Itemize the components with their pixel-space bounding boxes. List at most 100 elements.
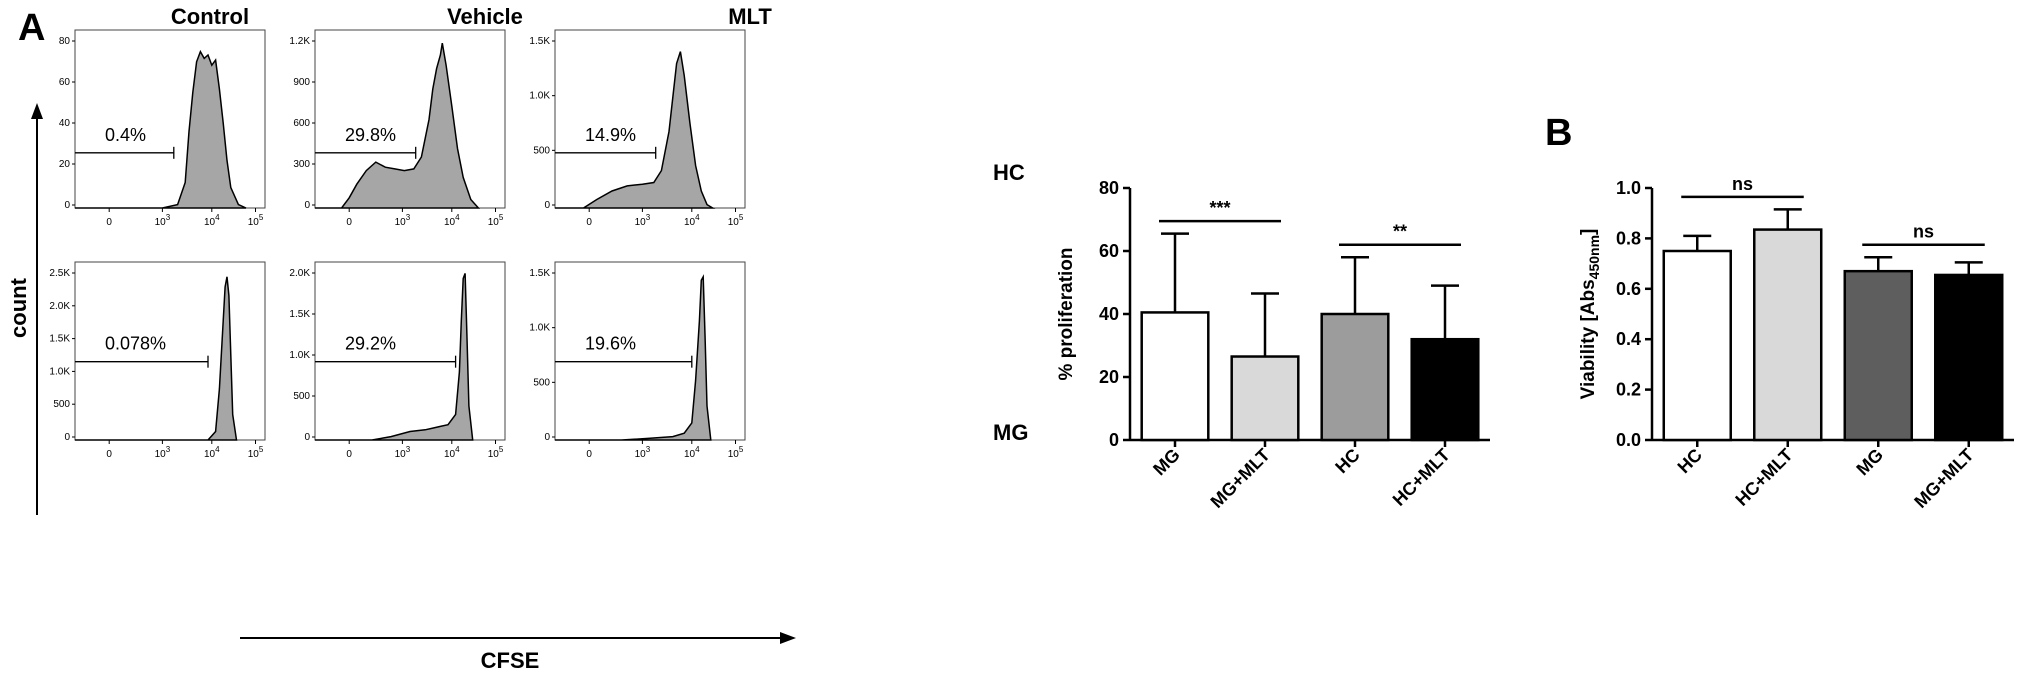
y-tick-label: 1.5K (529, 268, 550, 279)
y-tick-label: 600 (293, 118, 310, 129)
gate-percent: 29.8% (345, 125, 396, 145)
y-tick-label: 40 (1099, 304, 1119, 324)
y-tick-label: 0.6 (1616, 279, 1641, 299)
x-tick-base: 10 (204, 217, 216, 228)
y-tick-label: 1.0K (529, 91, 550, 102)
x-tick-base: 10 (728, 449, 740, 460)
row-label-mg: MG (993, 420, 1028, 445)
bar-hc-mlt (1753, 228, 1823, 442)
y-tick-label: 1.2K (289, 36, 310, 47)
x-tick-base: 0 (586, 217, 592, 228)
histogram-curve (555, 274, 712, 441)
x-tick-label: 103 (635, 213, 651, 228)
x-tick-base: 10 (248, 217, 260, 228)
histogram-frame (314, 261, 506, 441)
bar-hc (1320, 312, 1390, 442)
y-tick-label: 0.0 (1616, 430, 1641, 450)
histogram-curve (555, 51, 716, 209)
x-tick-base: 0 (346, 449, 352, 460)
bar-hc (1662, 249, 1732, 442)
x-tick-label: 105 (488, 213, 504, 228)
x-tick-exponent: 4 (215, 213, 220, 222)
x-tick-label: HC+MLT (1389, 445, 1454, 510)
gate-percent: 14.9% (585, 125, 636, 145)
y-tick-label: 0.8 (1616, 228, 1641, 248)
x-tick-base: 0 (586, 449, 592, 460)
x-tick-label: HC+MLT (1731, 445, 1796, 510)
x-tick-label: 0 (106, 217, 112, 228)
x-tick-exponent: 4 (695, 213, 700, 222)
x-tick-exponent: 5 (739, 445, 744, 454)
panel-a-letter: A (18, 7, 45, 49)
x-tick-label: 104 (204, 213, 220, 228)
x-tick-base: 0 (106, 449, 112, 460)
y-tick-label: 1.5K (529, 36, 550, 47)
x-tick-exponent: 4 (215, 445, 220, 454)
x-tick-exponent: 5 (259, 445, 264, 454)
x-tick-exponent: 3 (406, 213, 411, 222)
x-tick-label: 103 (155, 213, 171, 228)
histogram-curve (315, 42, 481, 209)
x-tick-label: MG+MLT (1910, 445, 1977, 512)
y-tick-label: 1.0K (289, 350, 310, 361)
y-tick-label: 40 (59, 118, 71, 129)
x-tick-base: 10 (728, 217, 740, 228)
x-tick-label: HC (1674, 445, 1707, 478)
bar-mg (1140, 311, 1210, 442)
y-tick-label: 1.5K (49, 334, 70, 345)
histogram-curve (75, 49, 247, 209)
x-tick-label: 105 (488, 445, 504, 460)
histogram-frame (554, 29, 746, 209)
y-tick-label: 2.0K (49, 301, 70, 312)
x-tick-label: 104 (444, 213, 460, 228)
x-tick-exponent: 3 (406, 445, 411, 454)
column-title-mlt: MLT (728, 4, 772, 29)
gate-percent: 29.2% (345, 334, 396, 354)
x-tick-base: 10 (155, 449, 167, 460)
y-tick-label: 1.5K (289, 309, 310, 320)
viability-bar-chart: 0.0 0.2 0.4 0.6 0.8 1.0 HC HC+MLT MG MG+MLT ns ns Vi… (1578, 174, 2014, 512)
x-tick-exponent: 4 (455, 213, 460, 222)
y-tick-label: 0 (64, 200, 70, 211)
x-tick-label: 103 (155, 445, 171, 460)
gate-percent: 0.4% (105, 125, 146, 145)
x-tick-label: MG (1852, 445, 1887, 480)
x-tick-base: 10 (395, 217, 407, 228)
y-tick-label: 60 (59, 77, 71, 88)
x-tick-base: 10 (444, 449, 456, 460)
x-tick-base: 10 (488, 217, 500, 228)
column-title-control: Control (171, 4, 249, 29)
x-tick-exponent: 5 (739, 213, 744, 222)
gate-percent: 0.078% (105, 334, 166, 354)
x-tick-label: 103 (395, 213, 411, 228)
x-tick-label: HC (1331, 445, 1364, 478)
y-tick-label: 500 (293, 391, 310, 402)
y-axis-label-close: ] (1578, 229, 1599, 235)
y-axis-label-subscript: 450nm (1586, 235, 1602, 279)
y-tick-label: 300 (293, 159, 310, 170)
bar-mg-mlt (1934, 273, 2004, 442)
y-tick-label: 1.0K (529, 323, 550, 334)
histogram-frame (554, 261, 746, 441)
x-tick-label: 105 (248, 445, 264, 460)
significance-label: *** (1209, 198, 1230, 218)
significance-label: ** (1393, 222, 1407, 242)
x-tick-label: 0 (106, 449, 112, 460)
x-tick-label: 104 (204, 445, 220, 460)
y-tick-label: 0 (1109, 430, 1119, 450)
x-tick-label: 104 (684, 445, 700, 460)
x-tick-base: 10 (155, 217, 167, 228)
x-tick-exponent: 5 (499, 445, 504, 454)
x-tick-label: 0 (346, 217, 352, 228)
x-tick-label: MG (1149, 445, 1184, 480)
x-tick-base: 0 (346, 217, 352, 228)
histogram-frame (74, 29, 266, 209)
y-tick-label: 20 (59, 159, 71, 170)
y-tick-label: 500 (53, 399, 70, 410)
